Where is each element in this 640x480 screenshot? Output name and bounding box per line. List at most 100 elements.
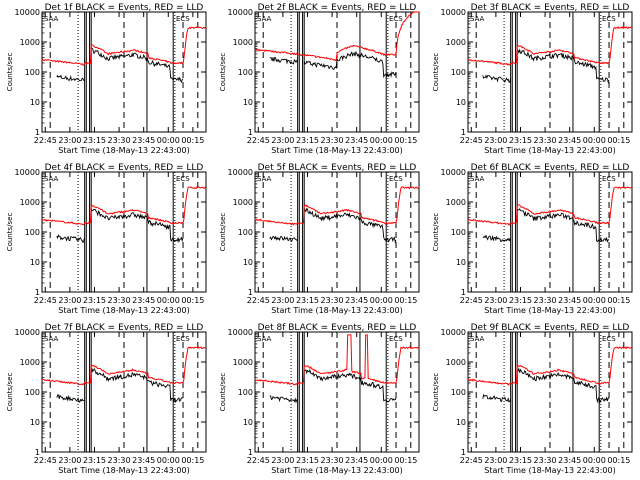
x-tick-label: 23:00 — [271, 136, 294, 145]
series-events — [482, 367, 610, 404]
y-tick-label: 1 — [248, 448, 253, 457]
corner-label-saa: SAA — [44, 15, 59, 23]
x-tick-label: 00:15 — [607, 456, 630, 465]
x-tick-label: 23:30 — [321, 136, 344, 145]
x-tick-label: 00:15 — [181, 296, 204, 305]
corner-label-saa: SAA — [257, 335, 272, 343]
corner-label-ecs: ECS — [602, 175, 616, 183]
x-tick-label: 22:45 — [34, 296, 57, 305]
x-tick-label: 23:45 — [558, 296, 581, 305]
x-tick-label: 23:30 — [108, 136, 131, 145]
y-tick-label: 1 — [248, 288, 253, 297]
x-tick-label: 22:45 — [460, 296, 483, 305]
panel-title: Det 5f BLACK = Events, RED = LLD — [258, 163, 417, 173]
x-tick-label: 00:15 — [607, 136, 630, 145]
y-axis-label: Counts/sec — [432, 53, 440, 92]
panel-title: Det 3f BLACK = Events, RED = LLD — [471, 3, 630, 13]
x-tick-label: 23:30 — [321, 456, 344, 465]
x-tick-label: 23:00 — [484, 456, 507, 465]
panel-det-2: Det 2f BLACK = Events, RED = LLD Counts/s… — [219, 3, 420, 155]
x-tick-label: 23:00 — [58, 136, 81, 145]
y-tick-label: 10000 — [441, 8, 466, 17]
panel-title: Det 6f BLACK = Events, RED = LLD — [471, 163, 630, 173]
x-tick-label: 23:15 — [296, 296, 319, 305]
x-tick-label: 23:15 — [509, 296, 532, 305]
x-tick-label: 23:45 — [132, 136, 155, 145]
panel-det-8: Det 8f BLACK = Events, RED = LLD Counts/s… — [219, 323, 420, 475]
y-tick-label: 1 — [461, 128, 466, 137]
panel-det-9: Det 9f BLACK = Events, RED = LLD Counts/s… — [432, 323, 633, 475]
x-tick-label: 22:45 — [247, 456, 270, 465]
x-tick-label: 00:00 — [583, 456, 606, 465]
x-tick-label: 23:30 — [321, 296, 344, 305]
x-tick-label: 23:00 — [484, 296, 507, 305]
corner-label-ecs: ECS — [176, 175, 190, 183]
y-tick-label: 1 — [461, 448, 466, 457]
series-events — [482, 48, 610, 84]
panel-det-1: Det 1f BLACK = Events, RED = LLD Counts/s… — [6, 3, 207, 155]
y-tick-label: 10 — [456, 418, 466, 427]
corner-label-ecs: ECS — [389, 335, 403, 343]
x-tick-label: 23:15 — [83, 136, 106, 145]
y-tick-label: 100 — [451, 228, 466, 237]
y-axis-label: Counts/sec — [6, 373, 14, 412]
corner-label-saa: SAA — [44, 335, 59, 343]
y-tick-label: 10000 — [15, 168, 40, 177]
panel-det-4: Det 4f BLACK = Events, RED = LLD Counts/s… — [6, 163, 207, 315]
y-tick-label: 10000 — [15, 328, 40, 337]
x-tick-label: 23:45 — [345, 456, 368, 465]
y-axis-label: Counts/sec — [219, 213, 227, 252]
y-tick-label: 100 — [451, 388, 466, 397]
x-tick-label: 00:00 — [157, 456, 180, 465]
x-tick-label: 23:15 — [509, 456, 532, 465]
x-axis-label: Start Time (18-May-13 22:43:00) — [271, 466, 402, 475]
y-tick-label: 100 — [451, 68, 466, 77]
x-tick-label: 23:45 — [558, 456, 581, 465]
y-tick-label: 10 — [30, 98, 40, 107]
y-axis-label: Counts/sec — [219, 53, 227, 92]
series-lld — [254, 186, 420, 226]
corner-label-saa: SAA — [44, 175, 59, 183]
y-tick-label: 1 — [35, 288, 40, 297]
series-events — [56, 47, 184, 84]
y-tick-label: 10000 — [228, 168, 253, 177]
panel-det-3: Det 3f BLACK = Events, RED = LLD Counts/s… — [432, 3, 633, 155]
x-tick-label: 23:00 — [271, 456, 294, 465]
x-tick-label: 00:15 — [607, 296, 630, 305]
corner-label-ecs: ECS — [389, 15, 403, 23]
x-axis-label: Start Time (18-May-13 22:43:00) — [58, 466, 189, 475]
x-tick-label: 23:30 — [108, 456, 131, 465]
x-axis-label: Start Time (18-May-13 22:43:00) — [58, 306, 189, 315]
x-axis-label: Start Time (18-May-13 22:43:00) — [271, 146, 402, 155]
x-tick-label: 00:00 — [370, 136, 393, 145]
x-tick-label: 00:15 — [394, 296, 417, 305]
y-tick-label: 10000 — [441, 168, 466, 177]
y-tick-label: 100 — [25, 388, 40, 397]
y-tick-label: 1 — [35, 448, 40, 457]
x-tick-label: 00:00 — [583, 296, 606, 305]
x-tick-label: 00:00 — [157, 136, 180, 145]
y-tick-label: 1000 — [20, 38, 40, 47]
y-tick-label: 10000 — [228, 8, 253, 17]
x-tick-label: 23:15 — [509, 136, 532, 145]
corner-label-saa: SAA — [257, 15, 272, 23]
series-lld — [254, 334, 420, 386]
series-events — [269, 208, 397, 244]
x-tick-label: 00:00 — [157, 296, 180, 305]
series-events — [269, 368, 397, 404]
x-tick-label: 23:30 — [534, 456, 557, 465]
y-tick-label: 100 — [25, 68, 40, 77]
x-tick-label: 00:15 — [394, 136, 417, 145]
panel-title: Det 2f BLACK = Events, RED = LLD — [258, 3, 417, 13]
corner-label-saa: SAA — [470, 175, 485, 183]
x-tick-label: 23:15 — [83, 296, 106, 305]
x-tick-label: 22:45 — [460, 456, 483, 465]
y-tick-label: 1000 — [233, 198, 253, 207]
y-axis-label: Counts/sec — [432, 373, 440, 412]
y-tick-label: 10 — [456, 98, 466, 107]
panel-det-7: Det 7f BLACK = Events, RED = LLD Counts/s… — [6, 323, 207, 475]
x-axis-label: Start Time (18-May-13 22:43:00) — [484, 306, 615, 315]
x-axis-label: Start Time (18-May-13 22:43:00) — [271, 306, 402, 315]
